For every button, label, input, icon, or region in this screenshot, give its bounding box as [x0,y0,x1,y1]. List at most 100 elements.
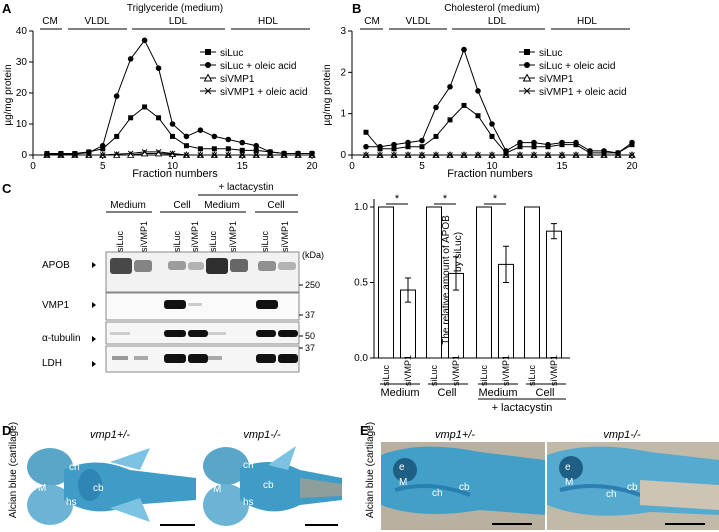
data-point [169,150,176,157]
label-m-d2: M [213,484,221,495]
data-point [629,139,635,146]
data-point [99,152,106,158]
data-point [545,152,551,158]
region-cm-b: CM [364,16,380,27]
blot-label-apob: APOB [42,260,70,271]
legend-marker [204,87,212,95]
lane-label: siLuc [115,230,125,252]
marker-50: 50 [305,331,315,341]
data-point [447,152,453,158]
legend-marker [522,73,532,82]
chart-a-xlabel: Fraction numbers [132,168,218,180]
x-tick-label: 0 [30,161,36,172]
data-point [629,152,635,158]
data-point [197,146,203,152]
data-point [128,115,134,121]
data-point [114,133,120,139]
data-point [489,121,495,127]
fish-image-e-het [381,442,545,530]
data-point [461,46,467,53]
bar-category-label: siLuc [527,364,537,386]
data-point [239,139,246,146]
bar-category-label: siLuc [479,364,489,386]
data-point [113,93,120,99]
y-tick-label: 10 [16,119,28,130]
marker-37-vmp1: 37 [305,310,315,320]
blot-apob [105,251,300,293]
data-point [363,129,369,135]
data-point [433,133,439,139]
y-tick-label: 3 [340,26,346,37]
region-ldl-a: LDL [169,16,188,27]
panel-letter-a: A [2,1,12,16]
data-point [405,152,411,158]
data-point [503,148,509,154]
legend-marker [203,73,213,82]
data-point [183,143,189,149]
significance-star: * [443,193,448,205]
kda-label: (kDa) [302,250,324,260]
chart-b-title: Cholesterol (medium) [444,3,540,14]
data-point [225,146,231,152]
lane-label: siVMP1 [280,221,290,252]
data-point [363,143,369,150]
data-point [573,139,579,146]
data-point [281,150,287,157]
panel-c-bars: The relative amount of APOB (normarized … [354,193,570,414]
x-tick-label: 15 [556,161,568,172]
data-point [211,133,218,140]
data-point [170,133,175,139]
data-point [141,149,148,155]
data-point [475,152,481,158]
label-m-e2: M [565,477,573,488]
panel-e: E Alcian blue (cartilage) vmp1+/- vmp1-/… [360,422,719,530]
data-point [239,147,245,153]
lane-label: siLuc [260,230,270,252]
data-point [447,117,453,123]
bar-group-medium-1: Medium [380,387,419,399]
panel-b: B Cholesterol (medium) CM VLDL LDL HDL µ… [322,1,638,180]
bar-ylabel-1: The relative amount of APOB [441,215,452,345]
panel-c: C + lactacystin Medium Cell Medium Cell … [2,181,324,373]
group-cell-2: Cell [267,200,284,211]
data-point [309,150,315,157]
legend-label: siLuc [220,48,243,59]
chart-c-plot: 0.0 0.5 1.0 siLuc siVMP1 siLuc siVMP1 siLuc siVM… [354,193,570,386]
y-tick-label: 30 [16,57,28,68]
group-cell-1: Cell [173,200,190,211]
legend-label: siLuc + oleic acid [220,61,296,72]
data-point [253,142,259,149]
data-point [447,84,453,90]
data-point [517,152,523,158]
bar-group-medium-2: Medium [478,387,517,399]
label-cb-d1: cb [93,483,104,494]
bar [524,206,540,359]
x-tick-label: 15 [237,161,249,172]
bar [476,206,492,359]
label-ch-e2: ch [606,489,617,500]
label-e-e2: e [565,462,571,473]
x-tick-label: 10 [486,161,498,172]
bar-category-label: siVMP1 [501,355,511,386]
data-point [100,146,106,152]
y-tick-label: 0 [21,150,27,161]
x-tick-label: 20 [626,161,638,172]
data-point [461,102,467,108]
lane-label: siVMP1 [228,221,238,252]
bar [546,230,562,359]
fish-image-d-ko [200,442,344,530]
y-tick-label: 1 [340,109,346,120]
side-label-e: Alcian blue (cartilage) [365,422,376,518]
panel-a: A Triglyceride (medium) CM VLDL LDL HDL … [2,1,318,180]
x-tick-label: 5 [100,161,106,172]
data-point [113,151,120,157]
fish-image-e-ko [547,442,719,530]
data-point [363,152,369,158]
blot-label-ldh: LDH [42,358,62,369]
blot-label-tubulin: α-tubulin [42,333,81,344]
legend-label: siLuc + oleic acid [539,61,615,72]
data-point [475,113,481,119]
bar-category-label: siVMP1 [403,355,413,386]
data-point [253,147,259,153]
